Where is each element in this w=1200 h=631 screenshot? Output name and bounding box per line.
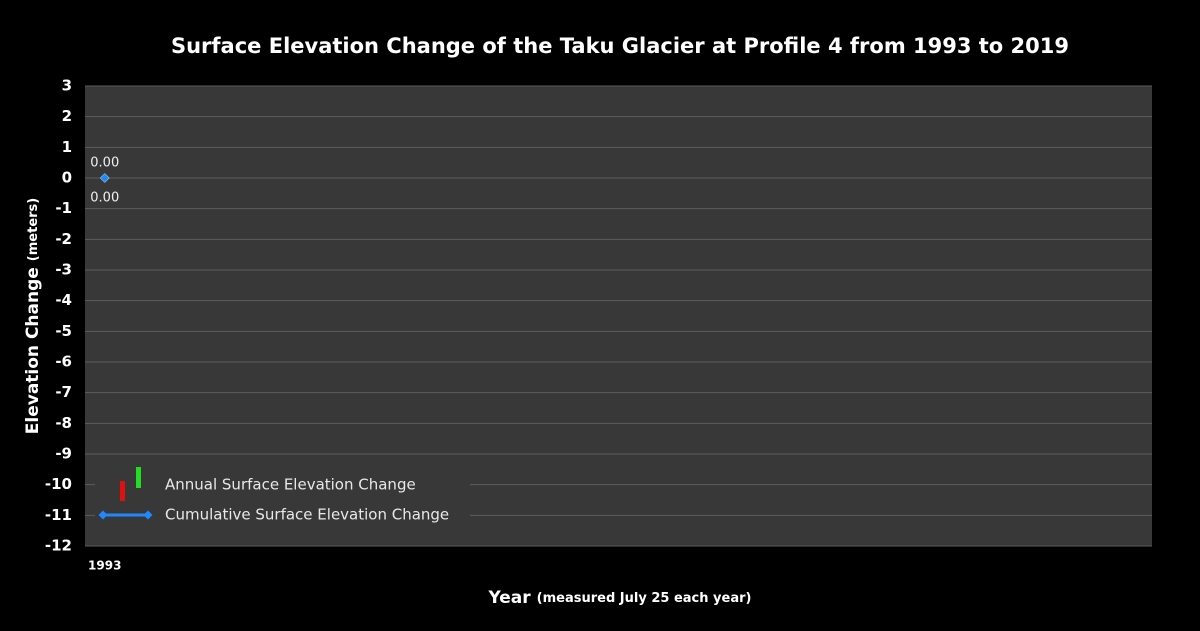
y-tick-label: -12	[45, 537, 72, 555]
data-label: 0.00	[90, 156, 119, 171]
legend-swatch	[136, 467, 141, 488]
y-tick-label: 3	[62, 77, 72, 95]
x-label-note: (measured July 25 each year)	[537, 591, 752, 606]
x-axis-label: Year (measured July 25 each year)	[488, 588, 752, 608]
legend-label: Cumulative Surface Elevation Change	[165, 506, 449, 524]
y-tick-label: 1	[62, 138, 72, 156]
line-marker	[99, 173, 110, 183]
legend-swatch	[143, 510, 153, 520]
y-tick-label: -11	[45, 506, 72, 524]
y-tick-label: 2	[62, 107, 72, 125]
y-label-unit: (meters)	[26, 198, 41, 261]
y-label-main: Elevation Change	[23, 267, 43, 434]
y-tick-label: -6	[55, 353, 72, 371]
y-tick-label: -3	[55, 261, 72, 279]
y-tick-label: -10	[45, 475, 72, 493]
y-axis-label: Elevation Change (meters)	[23, 198, 43, 434]
legend-label: Annual Surface Elevation Change	[165, 476, 416, 494]
y-tick-label: -9	[55, 445, 72, 463]
y-tick-label: 0	[62, 169, 72, 187]
y-tick-label: -1	[55, 199, 72, 217]
y-tick-label: -8	[55, 414, 72, 432]
data-label: 0.00	[90, 191, 119, 206]
legend-box	[95, 462, 470, 530]
y-tick-label: -7	[55, 383, 72, 401]
y-tick-label: -2	[55, 230, 72, 248]
x-label-main: Year	[488, 588, 532, 608]
y-tick-label: -4	[55, 291, 72, 309]
legend-swatch	[120, 481, 125, 501]
legend-swatch	[98, 510, 108, 520]
y-tick-label: -5	[55, 322, 72, 340]
grid	[85, 85, 1152, 547]
chart-title: Surface Elevation Change of the Taku Gla…	[171, 34, 1069, 58]
x-tick-label: 1993	[88, 559, 121, 573]
